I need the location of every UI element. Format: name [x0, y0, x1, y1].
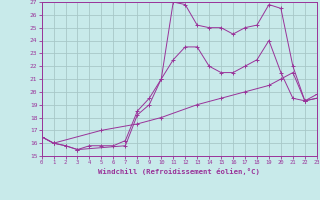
X-axis label: Windchill (Refroidissement éolien,°C): Windchill (Refroidissement éolien,°C)	[98, 168, 260, 175]
